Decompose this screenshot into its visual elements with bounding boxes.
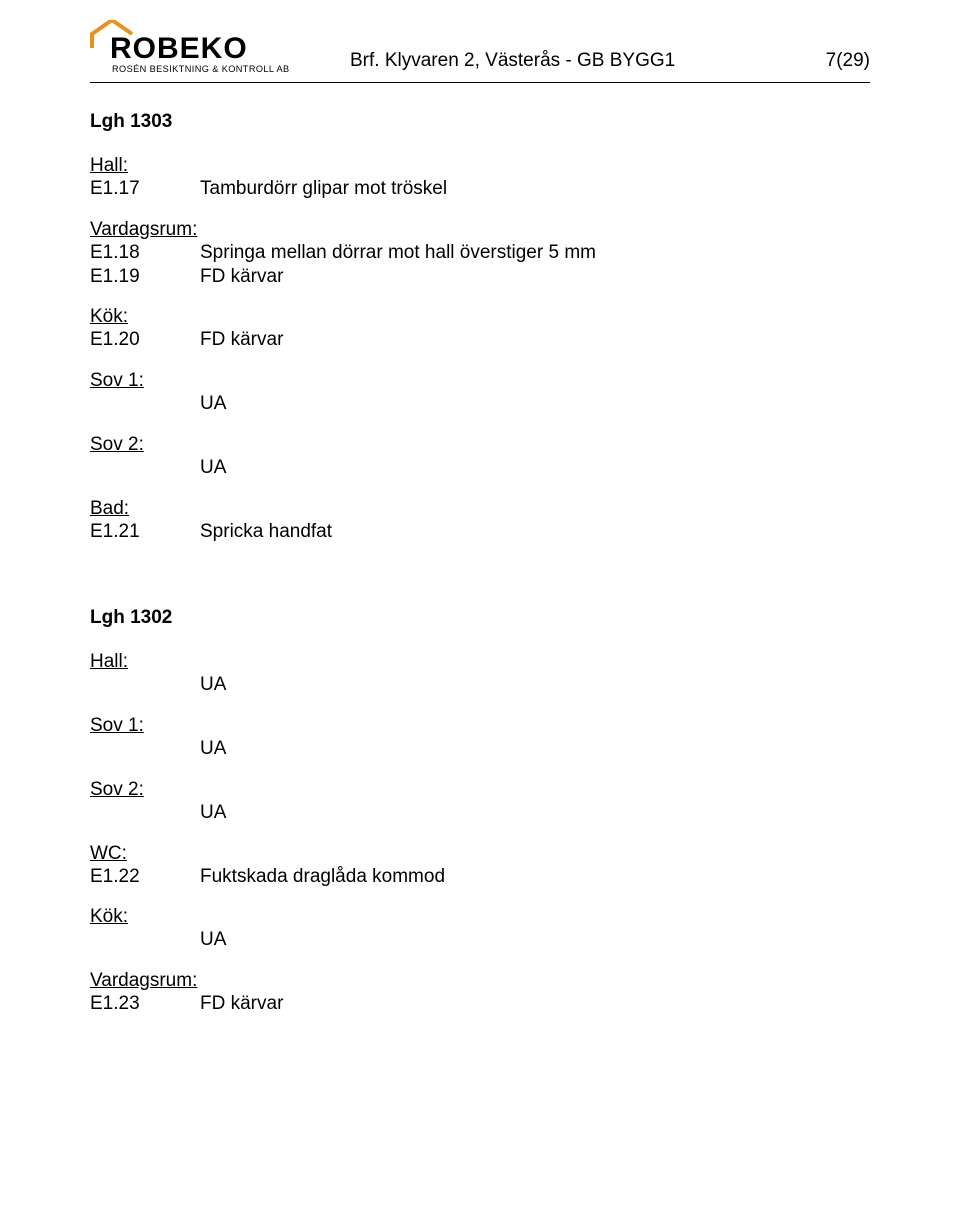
ua-value: UA (90, 456, 870, 480)
room-label: Vardagsrum: (90, 219, 870, 241)
page-number: 7(29) (826, 50, 870, 72)
ua-value: UA (90, 737, 870, 761)
entry-text: FD kärvar (200, 328, 870, 352)
ua-value: UA (90, 928, 870, 952)
room-label: Sov 2: (90, 779, 870, 801)
section-title: Lgh 1302 (90, 607, 870, 629)
entry-code: E1.21 (90, 520, 200, 544)
ua-value: UA (90, 392, 870, 416)
document-title: Brf. Klyvaren 2, Västerås - GB BYGG1 (350, 50, 675, 72)
room-label: Sov 1: (90, 715, 870, 737)
entry-text: FD kärvar (200, 992, 870, 1016)
svg-text:ROBEKO: ROBEKO (110, 32, 248, 65)
ua-value: UA (90, 673, 870, 697)
entry-row: E1.20 FD kärvar (90, 328, 870, 352)
section-title: Lgh 1303 (90, 111, 870, 133)
entry-code: E1.20 (90, 328, 200, 352)
logo: ROBEKO ROSÉN BESIKTNING & KONTROLL AB (90, 20, 290, 76)
page-header: ROBEKO ROSÉN BESIKTNING & KONTROLL AB Br… (90, 20, 870, 83)
entry-row: E1.22 Fuktskada draglåda kommod (90, 865, 870, 889)
entry-row: E1.18 Springa mellan dörrar mot hall öve… (90, 241, 870, 265)
entry-text: Tamburdörr glipar mot tröskel (200, 177, 870, 201)
room-label: Vardagsrum: (90, 970, 870, 992)
header-text: Brf. Klyvaren 2, Västerås - GB BYGG1 7(2… (290, 50, 870, 76)
entry-code: E1.23 (90, 992, 200, 1016)
room-label: Bad: (90, 498, 870, 520)
entry-text: Springa mellan dörrar mot hall överstige… (200, 241, 870, 265)
entry-text: Spricka handfat (200, 520, 870, 544)
entry-row: E1.23 FD kärvar (90, 992, 870, 1016)
entry-row: E1.19 FD kärvar (90, 265, 870, 289)
robeko-logo-icon: ROBEKO ROSÉN BESIKTNING & KONTROLL AB (90, 20, 290, 76)
room-label: Hall: (90, 651, 870, 673)
room-label: Hall: (90, 155, 870, 177)
room-label: Sov 2: (90, 434, 870, 456)
ua-value: UA (90, 801, 870, 825)
entry-code: E1.18 (90, 241, 200, 265)
entry-row: E1.17 Tamburdörr glipar mot tröskel (90, 177, 870, 201)
entry-text: FD kärvar (200, 265, 870, 289)
entry-code: E1.17 (90, 177, 200, 201)
entry-text: Fuktskada draglåda kommod (200, 865, 870, 889)
room-label: Sov 1: (90, 370, 870, 392)
entry-code: E1.19 (90, 265, 200, 289)
room-label: WC: (90, 843, 870, 865)
room-label: Kök: (90, 906, 870, 928)
svg-text:ROSÉN BESIKTNING & KONTROLL AB: ROSÉN BESIKTNING & KONTROLL AB (112, 64, 290, 74)
room-label: Kök: (90, 306, 870, 328)
entry-code: E1.22 (90, 865, 200, 889)
entry-row: E1.21 Spricka handfat (90, 520, 870, 544)
